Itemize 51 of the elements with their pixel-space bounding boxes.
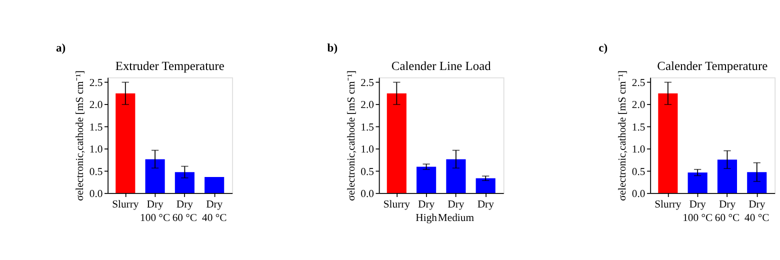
x-tick-label: Dry 60 °C xyxy=(714,198,740,224)
text: a) xyxy=(56,42,66,55)
x-tick-label: Slurry xyxy=(383,198,411,211)
x-tick-label: Dry High xyxy=(416,198,438,224)
bar xyxy=(658,93,678,193)
y-tick-label: 1.0 xyxy=(360,144,374,156)
x-tick-label: Dry Medium xyxy=(438,198,475,224)
y-axis-title: σelectronic,cathode [mS cm⁻¹] xyxy=(74,70,86,201)
x-tick-label: Slurry xyxy=(654,198,682,211)
y-tick-label: 0.5 xyxy=(632,166,646,178)
y-tick-label: 1.5 xyxy=(89,121,103,134)
chart-title: Calender Line Load xyxy=(391,59,492,74)
x-tick-label: Dry 60 °C xyxy=(172,198,198,224)
y-tick-label: 2.5 xyxy=(360,76,374,89)
y-tick-label: 0.5 xyxy=(89,166,103,178)
bar xyxy=(145,159,165,193)
y-tick-label: 2.0 xyxy=(632,99,646,112)
y-axis-title: σelectronic,cathode [mS cm⁻¹] xyxy=(616,70,629,201)
y-tick-label: 1.0 xyxy=(89,144,103,156)
bar xyxy=(386,93,406,193)
x-tick-label: Dry xyxy=(477,198,495,211)
chart-title: Extruder Temperature xyxy=(115,59,225,74)
y-tick-label: 2.0 xyxy=(360,99,374,112)
x-tick-label: Dry 40 °C xyxy=(744,198,770,224)
chart-title: Calender Temperature xyxy=(657,59,768,74)
y-tick-label: 2.5 xyxy=(89,76,103,89)
bar xyxy=(204,176,224,193)
y-tick-label: 1.5 xyxy=(360,121,374,134)
bar xyxy=(747,172,767,193)
bar xyxy=(416,166,436,193)
bar xyxy=(717,160,738,193)
y-tick-label: 0.5 xyxy=(360,166,374,178)
x-tick-label: Dry 40 °C xyxy=(202,198,227,224)
x-tick-label: Slurry xyxy=(112,198,140,211)
bar xyxy=(174,172,194,193)
bar xyxy=(688,172,708,193)
y-axis-title: σelectronic,cathode [mS cm⁻¹] xyxy=(345,70,358,201)
bar xyxy=(476,178,496,193)
y-tick-label: 2.0 xyxy=(89,99,103,112)
x-tick-label: Dry 100 °C xyxy=(140,198,170,224)
bar xyxy=(446,159,466,193)
y-tick-label: 1.0 xyxy=(632,144,646,156)
y-tick-label: 2.5 xyxy=(632,76,646,89)
y-tick-label: 1.5 xyxy=(632,121,646,134)
y-tick-label: 0.0 xyxy=(632,188,646,200)
y-tick-label: 0.0 xyxy=(89,188,103,200)
bar xyxy=(116,93,136,193)
text: b) xyxy=(327,42,338,55)
text: c) xyxy=(598,42,608,55)
x-tick-label: Dry 100 °C xyxy=(682,198,713,224)
y-tick-label: 0.0 xyxy=(360,188,374,200)
